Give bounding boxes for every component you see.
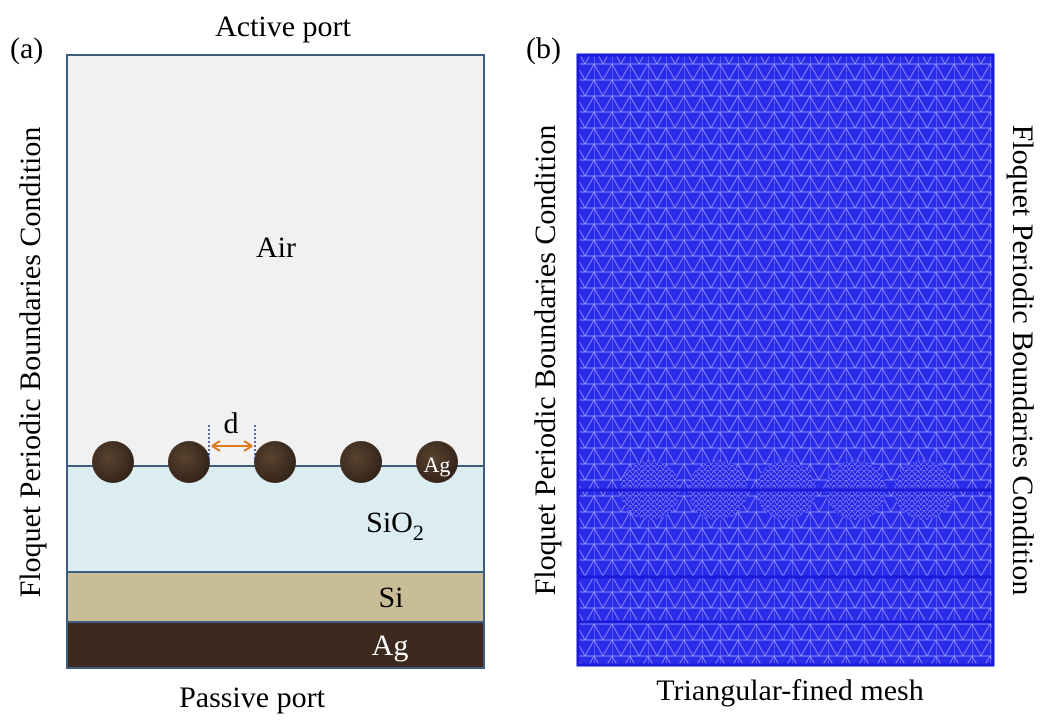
ag-label: Ag (372, 629, 409, 662)
mesh-borders (576, 53, 995, 667)
si-label: Si (378, 581, 403, 614)
spacing-label: d (224, 407, 239, 440)
mesh-domain (578, 55, 993, 665)
left-boundary-label: Floquet Periodic Boundaries Condition (529, 125, 562, 596)
right-boundary-label: Floquet Periodic Boundaries Condition (1006, 125, 1039, 596)
sio2-subscript: 2 (413, 520, 424, 545)
particle (92, 441, 134, 483)
boundary-label: Floquet Periodic Boundaries Condition (14, 127, 47, 598)
mesh-caption: Triangular-fined mesh (656, 674, 923, 707)
sio2-label: SiO2 (366, 506, 424, 545)
panel-label: (b) (526, 32, 561, 65)
particle-label: Ag (424, 452, 451, 477)
top-port-label: Active port (215, 10, 351, 43)
bottom-port-label: Passive port (179, 681, 325, 714)
ag-particles (92, 441, 458, 483)
spacing-marker (208, 425, 256, 462)
air-layer (67, 55, 484, 466)
particle (254, 441, 296, 483)
si-layer (67, 572, 484, 622)
particle (168, 441, 210, 483)
panel-label: (a) (10, 32, 43, 65)
sio2-layer (67, 466, 484, 572)
sio2-text: SiO (366, 506, 413, 539)
particle (340, 441, 382, 483)
air-label: Air (256, 231, 296, 264)
ag-layer (67, 622, 484, 668)
particle (416, 441, 458, 483)
